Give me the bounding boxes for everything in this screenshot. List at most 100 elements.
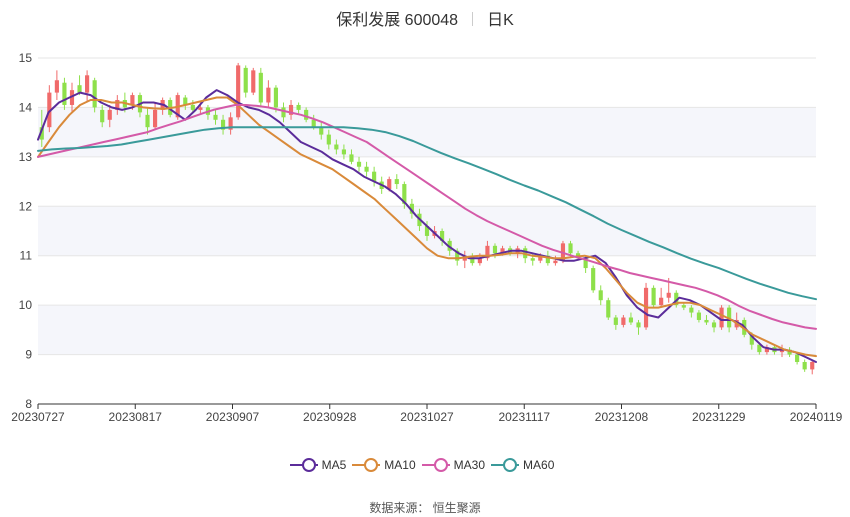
y-tick-label: 12 (19, 199, 33, 213)
candle-body (92, 80, 97, 108)
x-tick-label: 20230727 (11, 410, 65, 424)
candle-body (356, 161, 362, 167)
y-tick-label: 13 (19, 150, 33, 164)
candle-body (77, 85, 82, 93)
candle-body (440, 231, 445, 241)
candle-body (319, 127, 324, 135)
legend: MA5 MA10 MA30 MA60 (0, 458, 850, 472)
candle-body (145, 114, 150, 128)
candle-body (500, 248, 505, 254)
legend-item-ma10[interactable]: MA10 (352, 458, 416, 472)
y-tick-label: 8 (25, 397, 32, 411)
candle-body (538, 255, 543, 261)
candle-body (236, 65, 241, 118)
candle-body (387, 179, 392, 189)
candle-body (568, 243, 573, 254)
x-axis: 20230727 20230817 20230907 20230928 20231027… (11, 403, 843, 424)
candle-body (341, 149, 346, 155)
legend-marker-icon (433, 458, 448, 472)
candle-body (492, 245, 498, 254)
candle-body (598, 290, 603, 301)
candle-body (470, 255, 475, 264)
candle-body (689, 307, 694, 313)
candle-body (349, 154, 354, 162)
y-tick-label: 9 (25, 348, 32, 362)
candle-body (628, 317, 634, 323)
candle-body (530, 258, 535, 261)
legend-marker-icon (364, 458, 379, 472)
candle-body (39, 127, 44, 140)
legend-item-ma30[interactable]: MA30 (421, 458, 485, 472)
candle-body (258, 72, 263, 103)
x-tick-label: 20231208 (595, 410, 649, 424)
candle-body (795, 354, 800, 362)
candle-body (545, 255, 550, 264)
candle-body (666, 292, 671, 298)
legend-label: MA10 (384, 458, 416, 472)
title-main: 保利发展 600048 (336, 12, 459, 29)
legend-item-ma60[interactable]: MA60 (491, 458, 554, 472)
candle-body (153, 109, 158, 128)
candle-body (681, 305, 686, 308)
candle-body (455, 250, 460, 261)
candle-body (213, 114, 218, 120)
candle-body (674, 292, 679, 306)
grid-band (38, 305, 816, 355)
candle-body (296, 104, 301, 110)
x-tick-label: 20231229 (692, 410, 746, 424)
candle-body (251, 70, 256, 93)
candle-body (583, 258, 588, 269)
candle-body (228, 117, 233, 130)
candle-body (477, 258, 482, 264)
candle-body (606, 300, 611, 318)
x-tick-label: 20240119 (790, 410, 843, 424)
candle-body (591, 268, 596, 291)
candle-body (85, 75, 90, 93)
y-tick-label: 15 (19, 51, 33, 65)
legend-item-ma5[interactable]: MA5 (289, 458, 347, 472)
candle-body (190, 104, 195, 110)
candle-body (304, 109, 309, 120)
y-tick-label: 11 (20, 249, 33, 263)
candle-body (485, 245, 490, 259)
candle-body (651, 287, 656, 306)
legend-label: MA5 (321, 458, 347, 472)
y-tick-label: 14 (19, 100, 33, 114)
candle-body (749, 334, 754, 345)
candle-body (779, 349, 785, 353)
candle-body (372, 171, 377, 182)
candle-body (69, 90, 75, 105)
legend-marker-icon (503, 458, 518, 472)
candle-body (764, 347, 769, 353)
candle-body (659, 297, 664, 306)
candle-body (364, 166, 369, 172)
candle-body (613, 317, 618, 325)
candle-body (727, 307, 732, 328)
candle-body (115, 100, 120, 110)
candle-body (54, 80, 59, 93)
candle-body (334, 144, 339, 150)
candle-body (621, 317, 626, 325)
candle-body (810, 361, 815, 370)
title-separator (472, 12, 474, 26)
candle-body (100, 109, 105, 123)
candle-body (696, 312, 701, 320)
x-tick-label: 20230907 (206, 410, 260, 424)
y-tick-label: 10 (19, 298, 33, 312)
ma-line-ma30 (37, 104, 817, 330)
legend-marker-icon (301, 458, 316, 472)
candle-body (62, 82, 67, 105)
candle-body (402, 184, 407, 204)
candle-body (394, 179, 399, 185)
candle-body (273, 87, 279, 108)
chart-title: 保利发展 600048 日K (0, 6, 850, 30)
grid-band (38, 107, 816, 157)
candle-body (719, 307, 724, 328)
candle-body (288, 104, 294, 115)
data-source: 数据来源： 恒生聚源 (369, 501, 481, 515)
candle-body (409, 203, 414, 214)
y-axis: 8 9 10 11 12 13 14 15 (19, 51, 33, 411)
candle-body (704, 319, 709, 323)
x-tick-label: 20231117 (498, 410, 550, 424)
